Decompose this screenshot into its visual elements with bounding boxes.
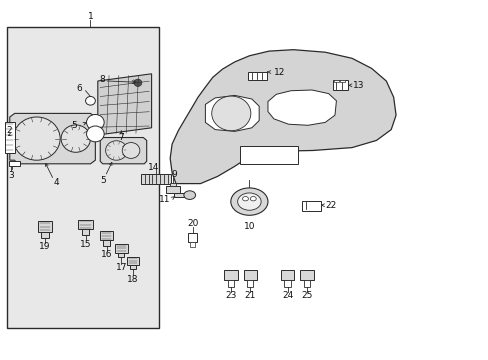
Polygon shape xyxy=(38,221,52,232)
Text: 18: 18 xyxy=(127,275,139,284)
Polygon shape xyxy=(284,279,290,287)
Text: 20: 20 xyxy=(187,220,199,229)
Polygon shape xyxy=(127,257,139,265)
Polygon shape xyxy=(248,72,266,80)
Text: 2: 2 xyxy=(6,126,12,135)
Polygon shape xyxy=(103,240,110,246)
Text: 23: 23 xyxy=(224,292,236,300)
Polygon shape xyxy=(227,279,233,287)
Ellipse shape xyxy=(85,96,95,105)
Polygon shape xyxy=(280,270,294,279)
Ellipse shape xyxy=(250,197,256,201)
Polygon shape xyxy=(166,186,180,193)
Text: 22: 22 xyxy=(325,201,336,210)
Text: 10: 10 xyxy=(243,222,255,231)
Polygon shape xyxy=(100,231,113,240)
Polygon shape xyxy=(170,50,395,184)
Polygon shape xyxy=(188,233,197,242)
Bar xyxy=(170,183,176,186)
Ellipse shape xyxy=(211,96,250,131)
Ellipse shape xyxy=(86,114,104,130)
Bar xyxy=(7,27,159,328)
Text: 3: 3 xyxy=(8,171,14,180)
Polygon shape xyxy=(302,201,320,211)
Polygon shape xyxy=(78,220,93,229)
Text: 16: 16 xyxy=(101,251,112,259)
Polygon shape xyxy=(243,270,257,279)
Polygon shape xyxy=(115,244,127,253)
Bar xyxy=(339,80,344,82)
Ellipse shape xyxy=(242,197,248,201)
Ellipse shape xyxy=(13,117,60,160)
Polygon shape xyxy=(141,174,171,184)
Text: 13: 13 xyxy=(352,81,364,90)
Polygon shape xyxy=(9,161,20,166)
Polygon shape xyxy=(5,122,15,153)
Text: 9: 9 xyxy=(171,170,177,179)
Ellipse shape xyxy=(86,126,104,142)
Polygon shape xyxy=(118,253,124,257)
Text: 5: 5 xyxy=(71,121,77,130)
Polygon shape xyxy=(267,90,336,125)
Polygon shape xyxy=(81,229,89,235)
Polygon shape xyxy=(247,279,253,287)
Bar xyxy=(239,146,298,164)
Text: 14: 14 xyxy=(148,163,160,172)
Polygon shape xyxy=(98,74,151,135)
Polygon shape xyxy=(41,232,49,238)
Text: 17: 17 xyxy=(115,263,127,272)
Polygon shape xyxy=(100,138,146,164)
Ellipse shape xyxy=(61,125,90,152)
Polygon shape xyxy=(224,270,237,279)
Ellipse shape xyxy=(183,191,195,199)
Text: 11: 11 xyxy=(158,195,170,204)
Text: 19: 19 xyxy=(39,242,51,251)
Polygon shape xyxy=(130,265,136,269)
Text: 12: 12 xyxy=(273,68,285,77)
Ellipse shape xyxy=(122,143,140,158)
Text: 7: 7 xyxy=(118,133,124,142)
Polygon shape xyxy=(189,242,195,247)
Polygon shape xyxy=(10,113,95,164)
Text: 1: 1 xyxy=(87,12,93,21)
Polygon shape xyxy=(205,95,259,131)
Text: 24: 24 xyxy=(281,292,293,300)
Text: 21: 21 xyxy=(244,292,256,300)
Polygon shape xyxy=(174,193,183,197)
Text: 15: 15 xyxy=(80,240,91,248)
Text: 5: 5 xyxy=(100,176,105,185)
Bar xyxy=(333,80,338,82)
Ellipse shape xyxy=(134,79,142,86)
Polygon shape xyxy=(332,80,347,90)
Text: 6: 6 xyxy=(76,84,82,93)
Text: 8: 8 xyxy=(99,76,105,85)
Text: 25: 25 xyxy=(301,292,312,300)
Ellipse shape xyxy=(237,193,261,210)
Polygon shape xyxy=(300,270,313,279)
Ellipse shape xyxy=(105,141,127,160)
Polygon shape xyxy=(304,279,309,287)
Text: 4: 4 xyxy=(53,179,59,188)
Ellipse shape xyxy=(230,188,267,215)
